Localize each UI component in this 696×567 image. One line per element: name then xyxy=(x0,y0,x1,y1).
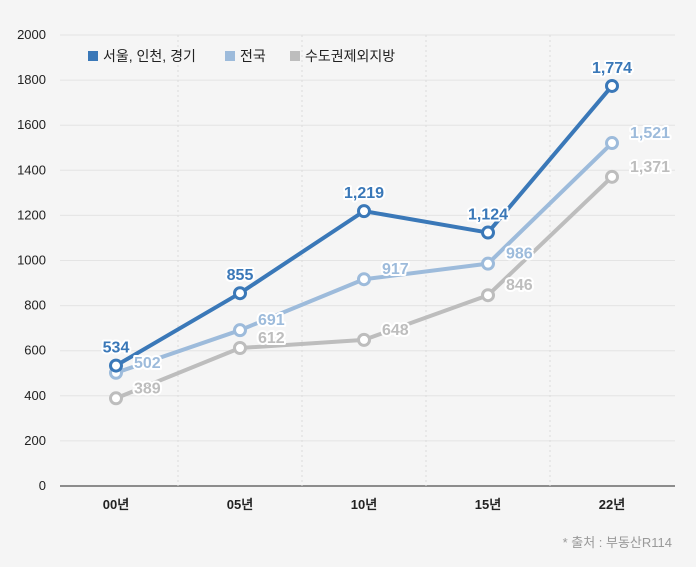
y-tick-label: 400 xyxy=(24,388,46,403)
data-label: 846 xyxy=(506,277,533,294)
data-point xyxy=(481,288,495,303)
data-label: 1,371 xyxy=(630,159,670,176)
data-point xyxy=(605,78,619,93)
data-label: 502 xyxy=(134,355,161,372)
data-point xyxy=(233,323,247,338)
y-axis: 0 200 400 600 800 1000 1200 1400 1600 1800 2000 xyxy=(17,27,46,493)
y-tick-label: 1000 xyxy=(17,253,46,268)
x-tick-label: 22년 xyxy=(599,497,625,512)
x-axis: 00년 05년 10년 15년 22년 xyxy=(103,497,625,512)
data-point xyxy=(605,136,619,151)
x-tick-label: 05년 xyxy=(227,497,253,512)
data-label: 1,774 xyxy=(592,60,632,77)
data-point xyxy=(357,332,371,347)
data-label: 917 xyxy=(382,261,409,278)
data-label: 612 xyxy=(258,330,285,347)
y-tick-label: 1600 xyxy=(17,117,46,132)
legend-swatch xyxy=(290,51,300,61)
data-label: 691 xyxy=(258,312,285,329)
data-point xyxy=(109,358,123,373)
legend-label: 전국 xyxy=(240,48,266,64)
data-label: 986 xyxy=(506,246,533,263)
source-note: * 출처 : 부동산R114 xyxy=(563,535,672,550)
legend-label: 수도권제외지방 xyxy=(305,48,395,64)
x-tick-label: 10년 xyxy=(351,497,377,512)
legend-swatch xyxy=(225,51,235,61)
y-tick-label: 1800 xyxy=(17,72,46,87)
series-line xyxy=(114,83,614,368)
data-label: 855 xyxy=(227,267,254,284)
data-point xyxy=(233,340,247,355)
data-point xyxy=(481,256,495,271)
legend: 서울, 인천, 경기 전국 수도권제외지방 xyxy=(88,48,395,64)
data-point xyxy=(357,272,371,287)
data-point xyxy=(357,204,371,219)
data-point xyxy=(481,225,495,240)
series-lines xyxy=(109,78,619,406)
data-label: 1,219 xyxy=(344,185,384,202)
y-tick-label: 1400 xyxy=(17,162,46,177)
y-tick-label: 1200 xyxy=(17,207,46,222)
data-point xyxy=(605,169,619,184)
grid xyxy=(60,34,675,487)
x-tick-label: 00년 xyxy=(103,497,129,512)
y-tick-label: 0 xyxy=(39,478,46,493)
x-tick-label: 15년 xyxy=(475,497,501,512)
legend-swatch xyxy=(88,51,98,61)
y-tick-label: 800 xyxy=(24,298,46,313)
legend-label: 서울, 인천, 경기 xyxy=(103,48,196,64)
data-label: 534 xyxy=(103,340,130,357)
data-label: 1,521 xyxy=(630,125,670,142)
data-label: 389 xyxy=(134,380,161,397)
y-tick-label: 200 xyxy=(24,433,46,448)
data-labels: 534 855 1,219 1,124 1,774 502 691 917 986 1,521 38… xyxy=(101,58,672,399)
y-tick-label: 2000 xyxy=(17,27,46,42)
data-point xyxy=(233,286,247,301)
y-tick-label: 600 xyxy=(24,343,46,358)
data-label: 1,124 xyxy=(468,207,508,224)
data-label: 648 xyxy=(382,322,409,339)
data-point xyxy=(109,391,123,406)
